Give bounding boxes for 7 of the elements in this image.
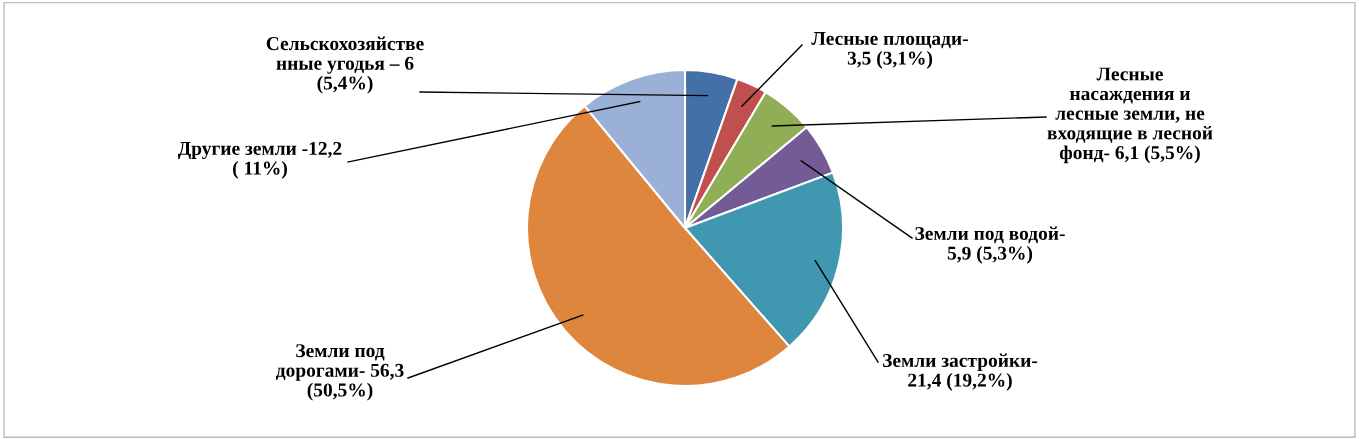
slice-label: Земли под дорогами- 56,3 (50,5%): [276, 344, 404, 401]
slice-label: Лесные насаждения и лесные земли, не входящие в лесной фонд- 6,1 (5,5%): [1047, 67, 1213, 164]
slice-label: Земли застройки- 21,4 (19,2%): [883, 353, 1038, 391]
slice-label: Земли под водой- 5,9 (5,3%): [915, 226, 1065, 264]
slice-label: Другие земли -12,2 ( 11%): [177, 141, 342, 179]
slice-label: Сельскохозяйстве нные угодья – 6 (5,4%): [266, 36, 424, 94]
slice-label: Лесные площади- 3,5 (3,1%): [811, 32, 968, 69]
